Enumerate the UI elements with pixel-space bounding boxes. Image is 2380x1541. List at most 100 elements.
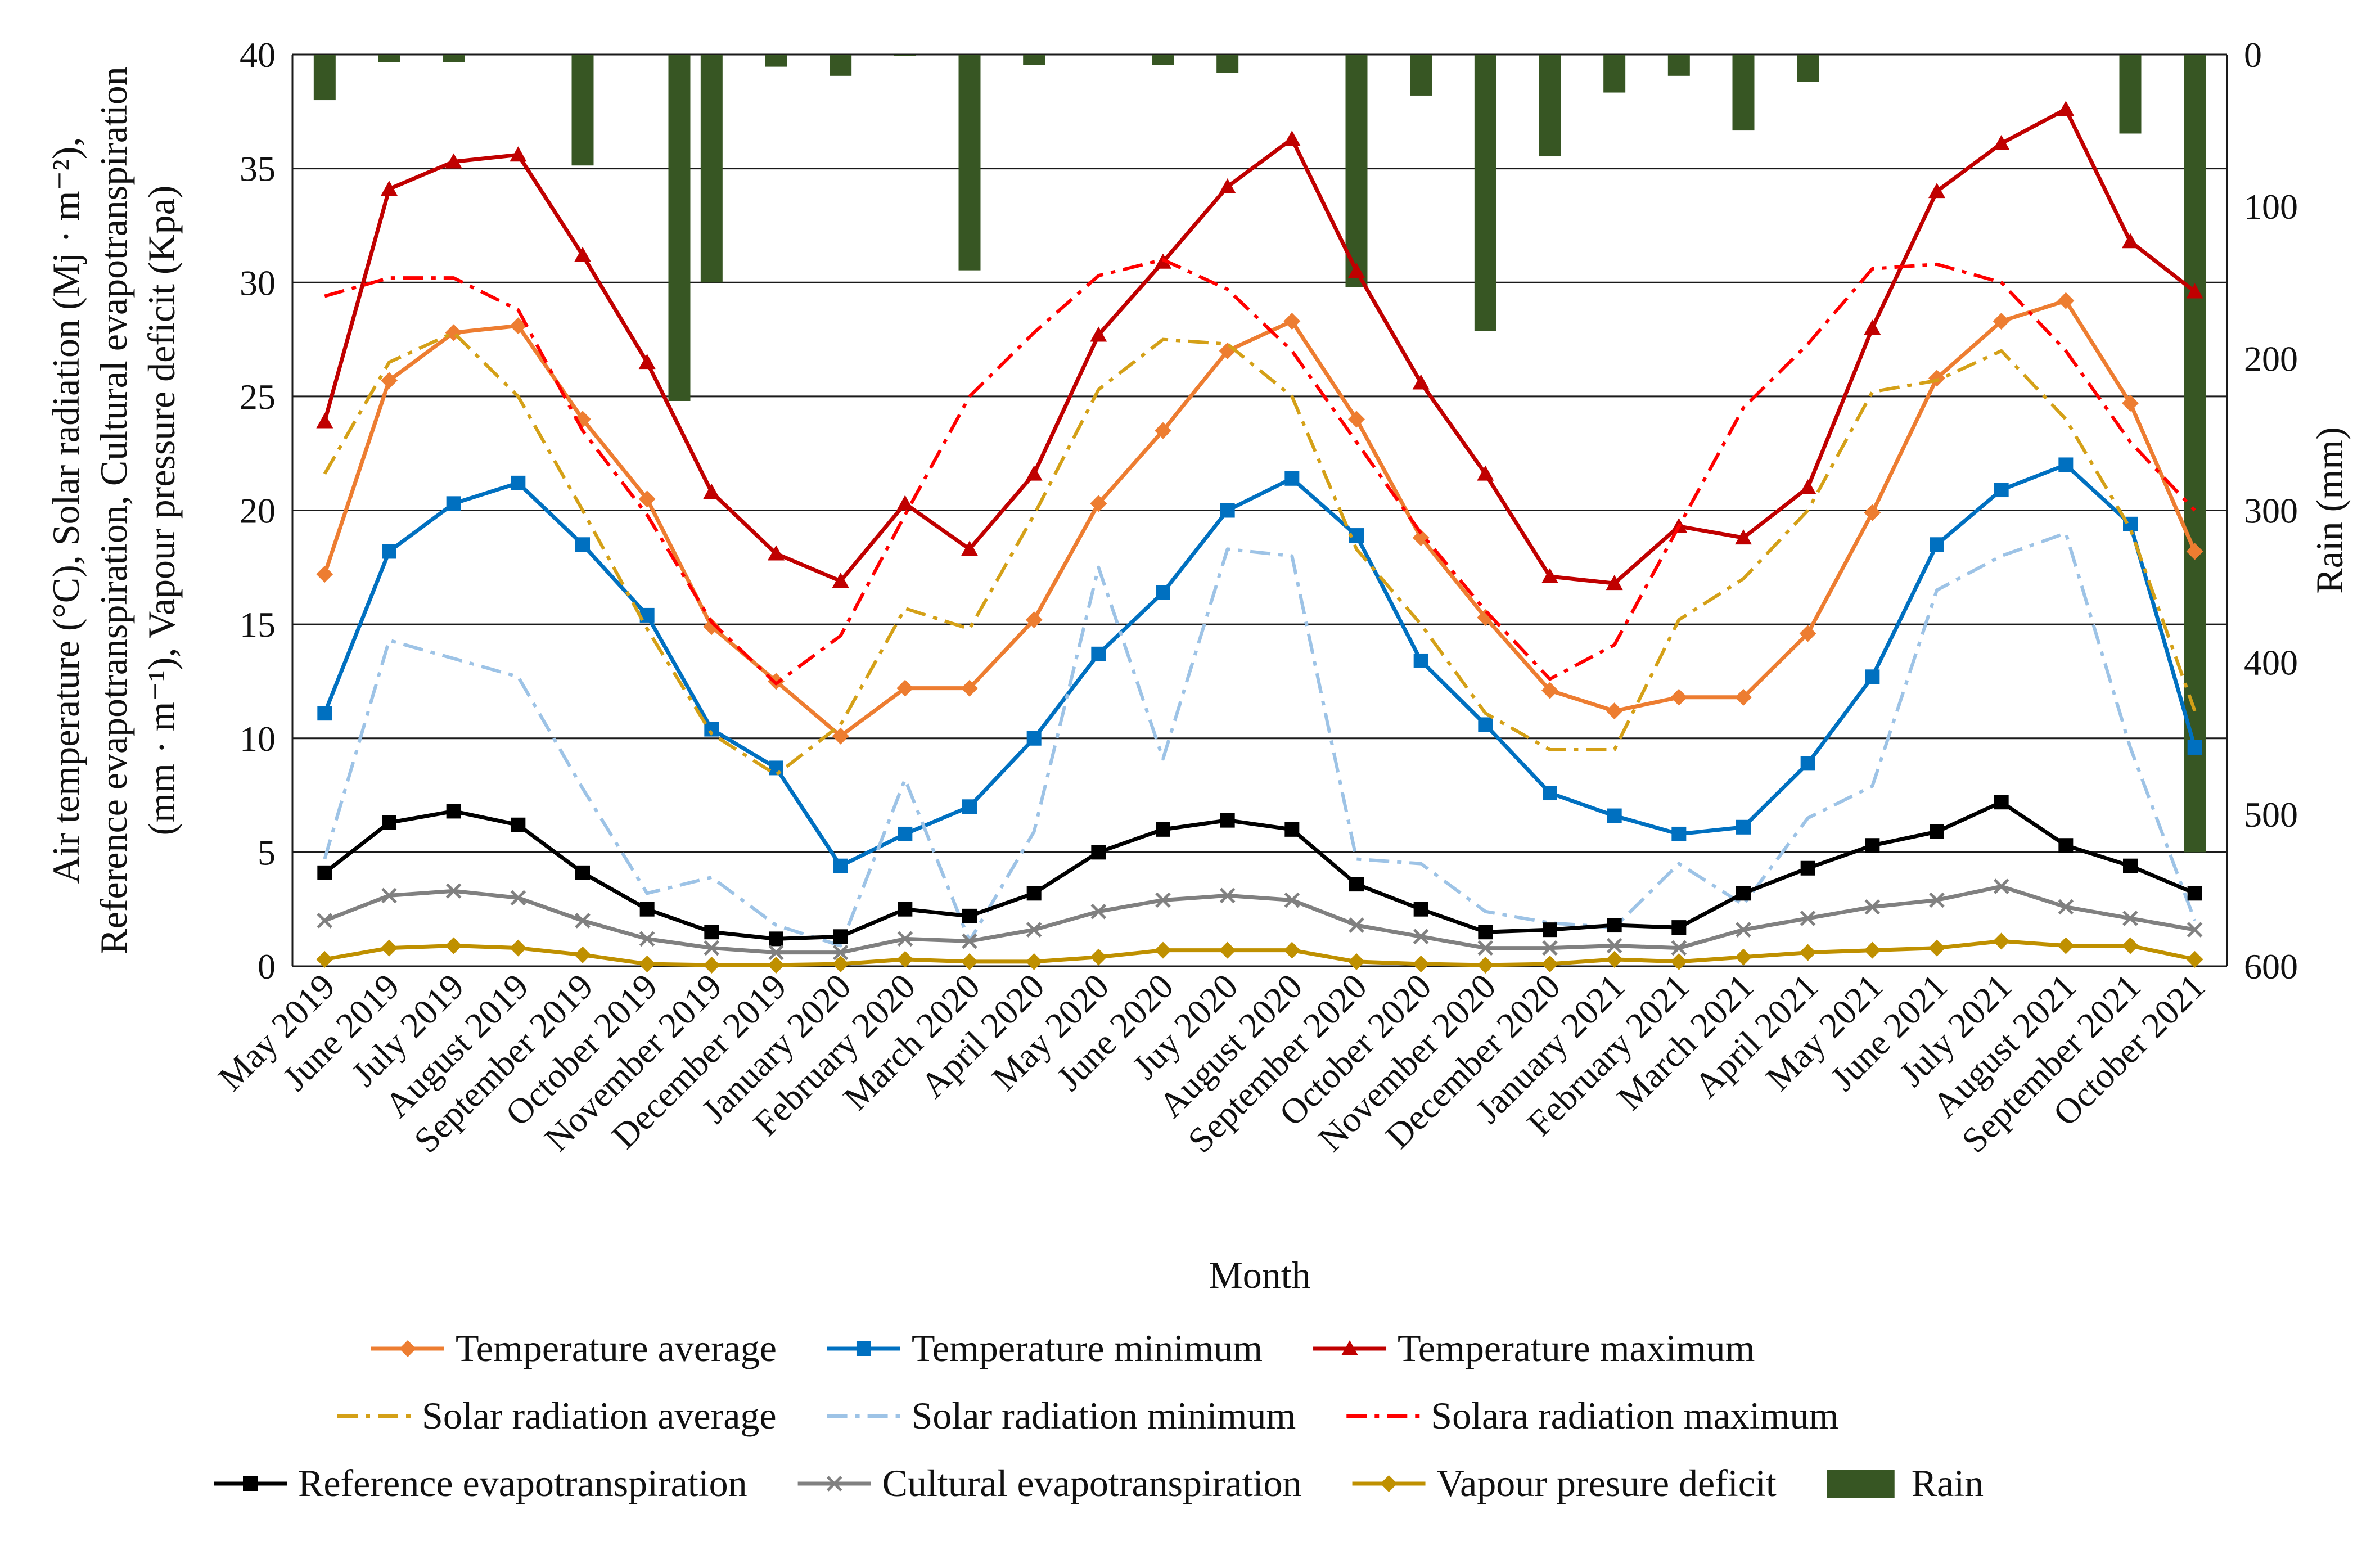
data-point <box>317 865 332 880</box>
data-point <box>1156 585 1170 600</box>
data-point <box>1929 892 1945 908</box>
data-point <box>1864 319 1881 335</box>
data-point <box>1930 824 1944 839</box>
data-point <box>896 679 914 697</box>
legend-label: Solara radiation maximum <box>1431 1394 1838 1437</box>
data-point <box>574 246 591 262</box>
data-point <box>446 496 461 511</box>
data-point <box>2187 922 2203 938</box>
data-point <box>1606 702 1623 720</box>
data-point <box>2057 292 2075 309</box>
data-point <box>1994 795 2009 810</box>
data-point <box>2122 911 2138 926</box>
data-point <box>316 950 333 968</box>
left-axis-ticks: 0 5 10 15 20 25 30 35 40 <box>240 35 276 986</box>
data-point <box>1348 953 1365 970</box>
axis-titles: Month Air temperature (°C), Solar radiati… <box>44 66 2351 1296</box>
legend-marker <box>1380 1475 1398 1492</box>
data-point <box>962 908 977 923</box>
right-tick-label: 600 <box>2244 947 2298 986</box>
data-point <box>2186 283 2203 299</box>
data-point <box>1090 326 1107 342</box>
data-point <box>317 706 332 721</box>
data-point <box>1670 953 1688 970</box>
rain-bar <box>2184 55 2206 853</box>
rain-bar <box>1797 55 1819 82</box>
data-point <box>961 679 978 697</box>
series-line <box>324 884 2196 955</box>
legend-label: Solar radiation minimum <box>912 1394 1296 1437</box>
legend-item-vapour-presure-deficit: Vapour presure deficit <box>1352 1462 1777 1504</box>
left-tick-label: 20 <box>240 491 276 531</box>
data-point <box>1413 902 1428 917</box>
data-point <box>1090 903 1107 920</box>
data-point <box>1735 529 1752 545</box>
data-point <box>898 826 913 841</box>
data-point <box>1671 940 1687 956</box>
data-point <box>1606 575 1623 591</box>
series-line <box>323 462 2197 868</box>
data-point <box>1155 892 1171 908</box>
data-point <box>2122 233 2139 249</box>
data-point <box>1735 948 1752 966</box>
data-point <box>833 929 848 944</box>
series-line <box>323 331 2197 777</box>
legend: Temperature average Temperature minimum Te… <box>214 1327 1984 1504</box>
data-point <box>1091 845 1106 860</box>
legend-item-rain: Rain <box>1827 1462 1984 1504</box>
data-point <box>510 146 527 162</box>
data-point <box>896 495 914 511</box>
rain-bar <box>378 55 400 62</box>
data-point <box>1799 944 1816 961</box>
rain-bar <box>765 55 787 67</box>
data-point <box>962 799 977 814</box>
legend-item-reference-evapotranspiration: Reference evapotranspiration <box>214 1462 747 1504</box>
x-axis-title: Month <box>1209 1254 1310 1296</box>
data-point <box>1155 941 1171 959</box>
data-point <box>2058 838 2074 853</box>
rain-bar <box>1539 55 1561 157</box>
data-point <box>1026 731 1042 746</box>
data-point <box>704 940 720 956</box>
data-point <box>1606 950 1623 968</box>
series-temperature-minimum <box>317 457 2202 873</box>
data-point <box>510 890 526 906</box>
data-point <box>2057 101 2075 116</box>
series-line <box>323 800 2196 941</box>
data-point <box>768 956 785 974</box>
data-point <box>703 618 720 636</box>
legend-item-temperature-minimum: Temperature minimum <box>827 1327 1263 1369</box>
rain-bar <box>894 55 916 56</box>
left-tick-label: 5 <box>258 832 276 872</box>
data-point <box>2186 950 2203 968</box>
data-point <box>1800 756 1815 771</box>
data-point <box>639 931 655 947</box>
rain-bar <box>443 55 465 62</box>
data-point <box>1541 955 1558 972</box>
data-point <box>317 913 333 929</box>
data-point <box>2122 937 2139 954</box>
data-point <box>1349 917 1364 933</box>
right-tick-label: 100 <box>2244 187 2298 227</box>
rain-bar <box>1410 55 1432 96</box>
legend-label: Rain <box>1912 1462 1984 1504</box>
rain-bar <box>1152 55 1174 65</box>
data-point <box>381 939 398 957</box>
data-point <box>1413 653 1428 668</box>
data-point <box>1412 374 1430 390</box>
data-point <box>1928 183 1945 199</box>
rain-bar <box>1216 55 1239 73</box>
y-axis-title-line: (mm · m⁻¹), Vapour pressure deficit (Kpa… <box>140 186 183 836</box>
legend-label: Temperature minimum <box>912 1327 1263 1369</box>
right-tick-label: 200 <box>2244 339 2298 379</box>
legend-item-solar-radiation-minimum: Solar radiation minimum <box>827 1394 1296 1437</box>
legend-item-temperature-average: Temperature average <box>371 1327 777 1369</box>
data-point <box>639 902 655 917</box>
legend-item-solara-radiation-maximum: Solara radiation maximum <box>1346 1394 1838 1437</box>
legend-label: Temperature average <box>456 1327 777 1369</box>
data-point <box>1478 717 1493 732</box>
rain-bar <box>1732 55 1755 131</box>
y-axis-title-line: Reference evapotranspiration, Cultural e… <box>92 66 135 954</box>
data-point <box>1993 932 2010 950</box>
